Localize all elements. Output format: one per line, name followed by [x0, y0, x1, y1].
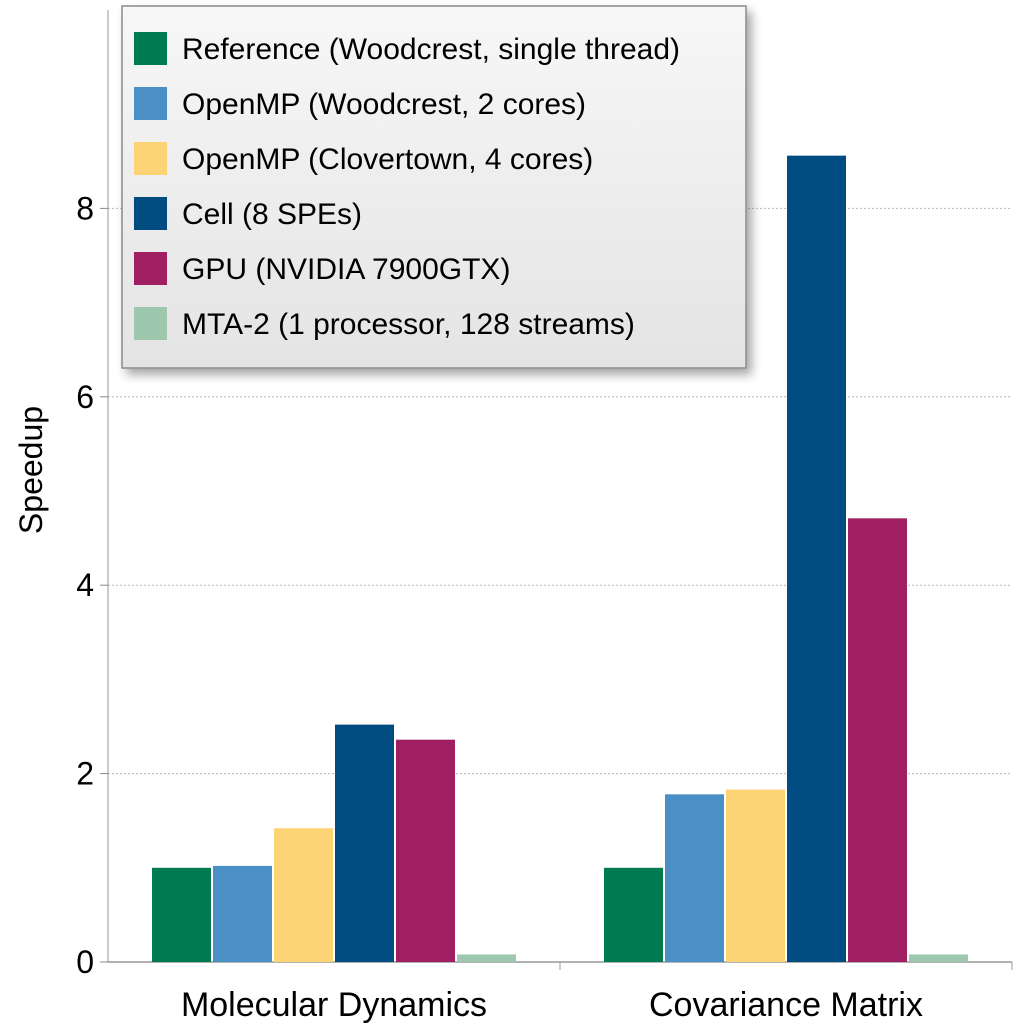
bar [457, 954, 516, 962]
bar [274, 828, 333, 962]
legend-label: Cell (8 SPEs) [182, 198, 362, 231]
legend-swatch [134, 142, 167, 175]
legend-swatch [134, 307, 167, 340]
x-category-label: Covariance Matrix [649, 986, 923, 1024]
axis-labels: Speedup 0 2 4 6 8 Molecular Dynamics Covarianc… [13, 190, 923, 1024]
y-tick-label: 2 [76, 756, 94, 792]
bar [152, 867, 211, 962]
legend-label: GPU (NVIDIA 7900GTX) [182, 253, 510, 286]
y-tick-label: 6 [76, 379, 94, 415]
bar [787, 155, 846, 962]
legend-box [121, 5, 747, 369]
bar [726, 789, 785, 962]
bar [665, 794, 724, 962]
legend-label: MTA-2 (1 processor, 128 streams) [182, 308, 635, 341]
bar [335, 724, 394, 962]
bar [604, 867, 663, 962]
legend-swatch [134, 197, 167, 230]
legend-swatch [134, 87, 167, 120]
y-axis-title: Speedup [13, 406, 49, 534]
bars [152, 155, 968, 962]
bar [909, 954, 968, 962]
y-tick-label: 4 [76, 567, 94, 603]
bar [396, 739, 455, 962]
legend-label: OpenMP (Clovertown, 4 cores) [182, 143, 593, 176]
legend-label: Reference (Woodcrest, single thread) [182, 33, 680, 66]
legend: Reference (Woodcrest, single thread) Open… [121, 5, 747, 369]
x-category-label: Molecular Dynamics [181, 986, 487, 1024]
legend-swatch [134, 252, 167, 285]
legend-label: OpenMP (Woodcrest, 2 cores) [182, 88, 586, 121]
bar [213, 865, 272, 962]
legend-swatch [134, 32, 167, 65]
y-tick-label: 8 [76, 190, 94, 226]
y-tick-label: 0 [76, 944, 94, 980]
bar [848, 518, 907, 962]
